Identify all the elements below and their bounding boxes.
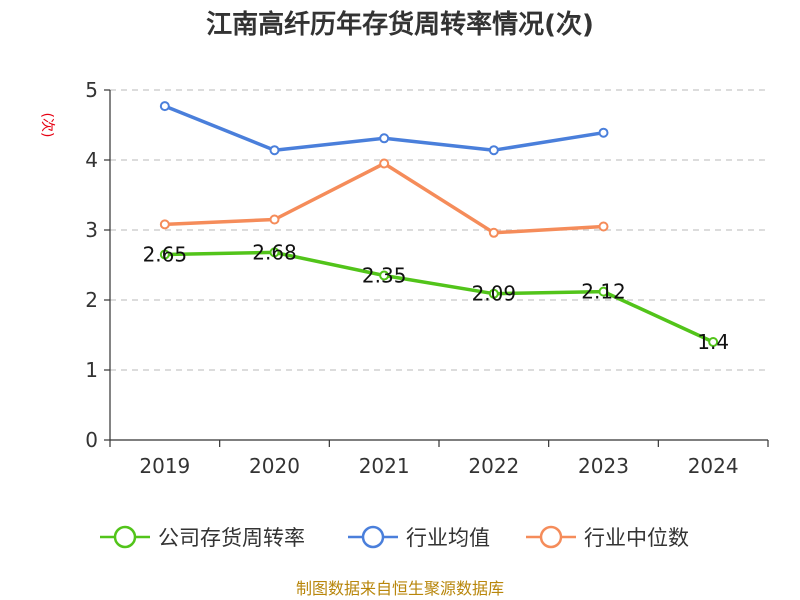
series-line xyxy=(164,104,604,152)
data-label: 2.09 xyxy=(472,282,517,306)
series-0 xyxy=(159,247,719,347)
data-point[interactable] xyxy=(488,145,499,156)
data-point[interactable] xyxy=(488,227,499,238)
legend-item[interactable]: 公司存货周转率 xyxy=(100,525,305,550)
data-point[interactable] xyxy=(379,270,390,281)
series-1 xyxy=(159,101,609,156)
y-tick-label: 2 xyxy=(85,288,98,312)
y-tick-label: 0 xyxy=(85,428,98,452)
source-note: 制图数据来自恒生聚源数据库 xyxy=(296,579,504,598)
data-label: 1.4 xyxy=(697,330,729,354)
x-tick-label: 2023 xyxy=(578,454,629,478)
x-tick-label: 2021 xyxy=(359,454,410,478)
data-point[interactable] xyxy=(269,145,280,156)
legend-swatch-marker xyxy=(113,525,137,549)
axis-layer: 0 1 2 3 4 5 2019 2020 2021 2022 2023 2024 xyxy=(85,78,769,478)
legend-label: 公司存货周转率 xyxy=(158,526,305,550)
legend: 公司存货周转率 行业均值 行业中位数 xyxy=(100,525,689,550)
data-point[interactable] xyxy=(159,249,170,260)
data-label-layer: 2.65 2.68 2.35 2.09 2.12 1.4 xyxy=(143,240,730,354)
series-2 xyxy=(159,158,609,238)
legend-swatch-marker xyxy=(361,525,385,549)
y-tick-label: 5 xyxy=(85,78,98,102)
grid-layer xyxy=(110,89,768,371)
data-point[interactable] xyxy=(598,286,609,297)
series-line xyxy=(164,250,714,344)
series-line xyxy=(164,161,604,235)
legend-item[interactable]: 行业中位数 xyxy=(526,525,689,550)
data-label: 2.12 xyxy=(581,280,626,304)
data-point[interactable] xyxy=(379,133,390,144)
data-label: 2.68 xyxy=(252,240,297,264)
chart-title: 江南高纤历年存货周转率情况(次) xyxy=(206,9,594,40)
data-point[interactable] xyxy=(379,158,390,169)
data-label: 2.65 xyxy=(143,243,188,267)
y-tick-label: 1 xyxy=(85,358,98,382)
data-point[interactable] xyxy=(159,219,170,230)
x-tick-label: 2022 xyxy=(468,454,519,478)
data-point[interactable] xyxy=(708,337,719,347)
data-point[interactable] xyxy=(269,214,280,225)
y-tick-label: 4 xyxy=(85,148,98,172)
y-axis-label: (次) xyxy=(39,113,55,138)
x-tick-label: 2024 xyxy=(688,454,739,478)
legend-item[interactable]: 行业均值 xyxy=(348,525,490,550)
x-tick-label: 2019 xyxy=(139,454,190,478)
data-point[interactable] xyxy=(598,221,609,232)
data-label: 2.35 xyxy=(362,264,407,288)
x-tick-label: 2020 xyxy=(249,454,300,478)
legend-label: 行业均值 xyxy=(406,526,490,550)
y-tick-label: 3 xyxy=(85,218,98,242)
data-point[interactable] xyxy=(269,247,280,258)
data-point[interactable] xyxy=(488,288,499,299)
series-layer xyxy=(159,101,719,347)
legend-label: 行业中位数 xyxy=(584,526,689,550)
data-point[interactable] xyxy=(598,127,609,138)
data-point[interactable] xyxy=(159,101,170,112)
legend-swatch-marker xyxy=(539,525,563,549)
